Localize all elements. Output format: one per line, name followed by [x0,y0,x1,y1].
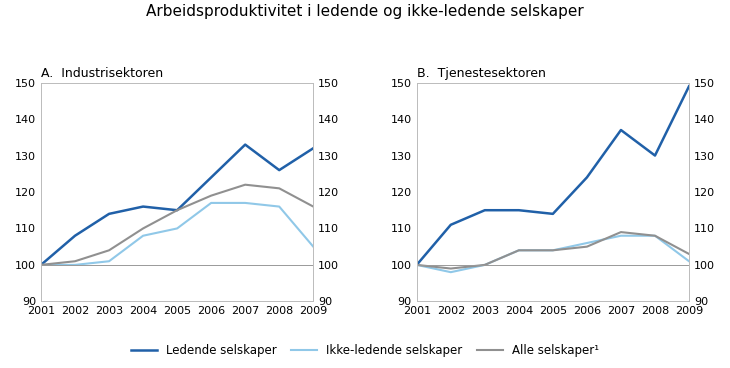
Text: Arbeidsproduktivitet i ledende og ikke-ledende selskaper: Arbeidsproduktivitet i ledende og ikke-l… [146,4,584,19]
Legend: Ledende selskaper, Ikke-ledende selskaper, Alle selskaper¹: Ledende selskaper, Ikke-ledende selskape… [126,340,604,362]
Text: A.  Industrisektoren: A. Industrisektoren [41,67,163,80]
Text: B.  Tjenestesektoren: B. Tjenestesektoren [417,67,545,80]
